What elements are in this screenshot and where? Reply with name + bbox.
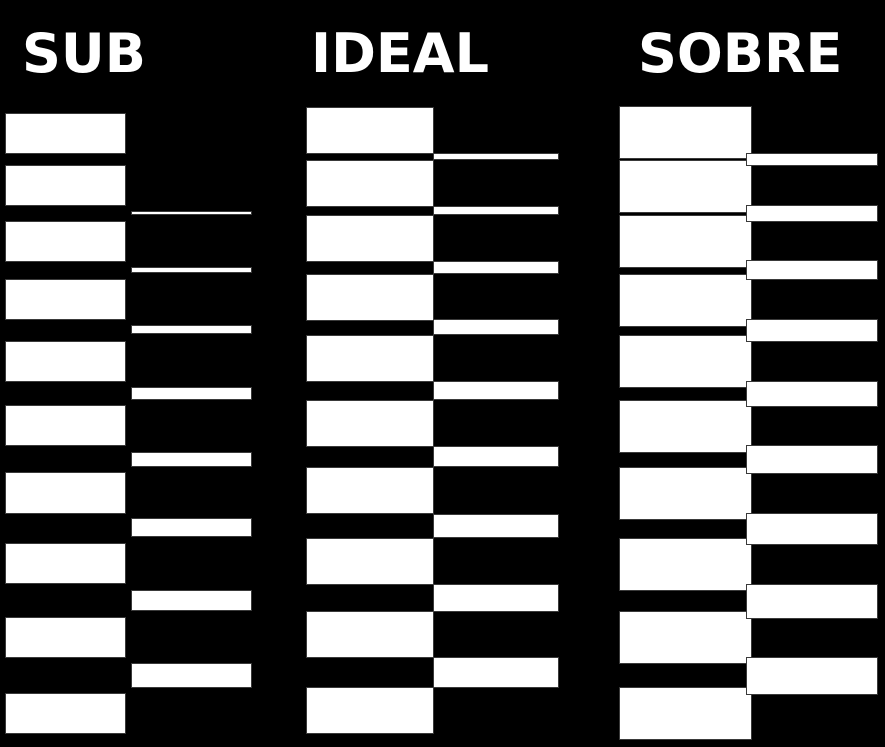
sub-upper-bar-1 <box>5 113 126 154</box>
sub-upper-bar-6 <box>5 405 126 446</box>
sub-lower-bar-6 <box>131 518 252 537</box>
ideal-upper-bar-1 <box>306 107 434 154</box>
sobre-lower-bar-7 <box>746 513 878 545</box>
sobre-upper-bar-1 <box>619 106 752 159</box>
sobre-lower-bar-2 <box>746 205 878 222</box>
sub-lower-bar-3 <box>131 325 252 334</box>
heading-sobre: SOBRE <box>638 22 843 85</box>
sobre-lower-bar-1 <box>746 153 878 166</box>
ideal-lower-bar-1 <box>433 153 559 160</box>
ideal-lower-bar-7 <box>433 514 559 538</box>
sub-upper-bar-3 <box>5 221 126 262</box>
panel-sub <box>0 0 290 747</box>
ideal-upper-bar-5 <box>306 335 434 382</box>
sobre-lower-bar-6 <box>746 445 878 474</box>
ideal-upper-bar-8 <box>306 538 434 585</box>
sobre-lower-bar-9 <box>746 657 878 695</box>
ideal-upper-bar-6 <box>306 400 434 447</box>
sobre-upper-bar-9 <box>619 611 752 664</box>
sobre-upper-bar-8 <box>619 538 752 591</box>
sub-lower-bar-2 <box>131 267 252 273</box>
sobre-lower-bar-5 <box>746 381 878 407</box>
sobre-upper-bar-3 <box>619 215 752 268</box>
panel-sobre <box>612 0 885 747</box>
sobre-upper-bar-2 <box>619 160 752 213</box>
ideal-lower-bar-8 <box>433 584 559 612</box>
sub-upper-bar-8 <box>5 543 126 584</box>
panel-ideal <box>300 0 570 747</box>
sub-lower-bar-7 <box>131 590 252 611</box>
sobre-upper-bar-10 <box>619 687 752 740</box>
ideal-upper-bar-10 <box>306 687 434 734</box>
sobre-lower-bar-3 <box>746 260 878 280</box>
ideal-upper-bar-3 <box>306 215 434 262</box>
sub-lower-bar-1 <box>131 211 252 215</box>
ideal-lower-bar-6 <box>433 446 559 467</box>
heading-sub: SUB <box>22 22 146 85</box>
sub-lower-bar-4 <box>131 387 252 400</box>
sobre-upper-bar-7 <box>619 467 752 520</box>
ideal-lower-bar-3 <box>433 261 559 274</box>
ideal-upper-bar-7 <box>306 467 434 514</box>
sobre-upper-bar-4 <box>619 274 752 327</box>
ideal-lower-bar-2 <box>433 206 559 215</box>
ideal-upper-bar-9 <box>306 611 434 658</box>
sub-upper-bar-4 <box>5 279 126 320</box>
heading-ideal: IDEAL <box>311 22 490 85</box>
sobre-upper-bar-6 <box>619 400 752 453</box>
sub-lower-bar-8 <box>131 663 252 688</box>
sub-upper-bar-2 <box>5 165 126 206</box>
ideal-upper-bar-4 <box>306 274 434 321</box>
ideal-lower-bar-9 <box>433 657 559 688</box>
sub-upper-bar-10 <box>5 693 126 734</box>
sub-upper-bar-7 <box>5 472 126 514</box>
sobre-lower-bar-8 <box>746 584 878 619</box>
sobre-upper-bar-5 <box>619 335 752 388</box>
sub-upper-bar-5 <box>5 341 126 382</box>
sub-lower-bar-5 <box>131 452 252 467</box>
ideal-lower-bar-5 <box>433 381 559 400</box>
sub-upper-bar-9 <box>5 617 126 658</box>
ideal-lower-bar-4 <box>433 319 559 335</box>
sobre-lower-bar-4 <box>746 319 878 342</box>
ideal-upper-bar-2 <box>306 160 434 207</box>
